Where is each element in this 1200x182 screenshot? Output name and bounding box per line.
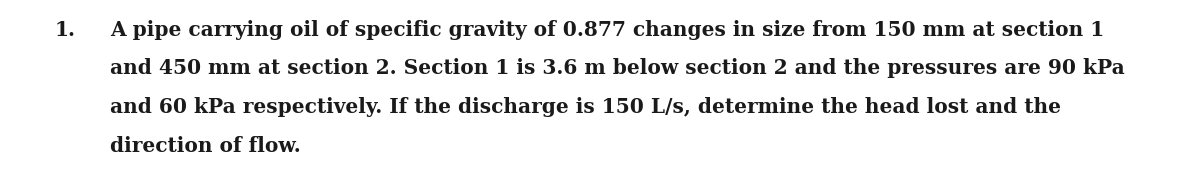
Text: and 450 mm at section 2. Section 1 is 3.6 m below section 2 and the pressures ar: and 450 mm at section 2. Section 1 is 3.… bbox=[110, 58, 1124, 78]
Text: direction of flow.: direction of flow. bbox=[110, 136, 301, 155]
Text: and 60 kPa respectively. If the discharge is 150 L/s, determine the head lost an: and 60 kPa respectively. If the discharg… bbox=[110, 97, 1061, 117]
Text: A pipe carrying oil of specific gravity of 0.877 changes in size from 150 mm at : A pipe carrying oil of specific gravity … bbox=[110, 20, 1104, 40]
Text: 1.: 1. bbox=[55, 20, 76, 40]
